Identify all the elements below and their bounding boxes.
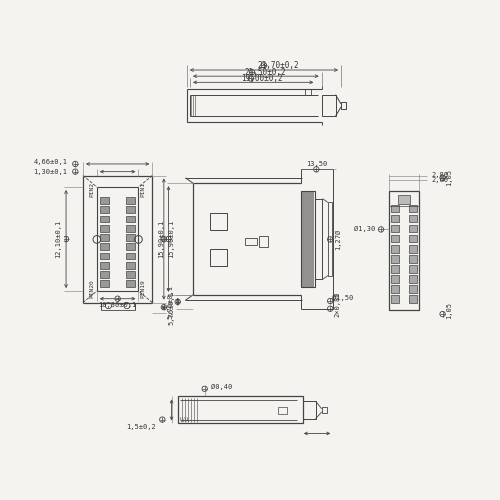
- Bar: [100, 197, 109, 204]
- Bar: [100, 280, 109, 287]
- Bar: [408, 225, 417, 232]
- Text: PIN20: PIN20: [90, 280, 94, 298]
- Bar: [126, 197, 136, 204]
- Bar: [388, 191, 420, 310]
- Bar: [178, 396, 303, 423]
- Bar: [126, 244, 136, 250]
- Bar: [210, 250, 227, 266]
- Text: 23,70±0,2: 23,70±0,2: [257, 61, 298, 70]
- Bar: [391, 255, 400, 262]
- Bar: [258, 236, 268, 247]
- Bar: [408, 235, 417, 242]
- Text: 13,50: 13,50: [306, 161, 327, 167]
- Bar: [408, 245, 417, 252]
- Bar: [408, 215, 417, 222]
- Text: 15,90±0,1: 15,90±0,1: [158, 220, 164, 258]
- Bar: [408, 295, 417, 302]
- Bar: [100, 206, 109, 213]
- Text: Ø0,40: Ø0,40: [211, 384, 232, 390]
- Bar: [391, 235, 400, 242]
- Bar: [391, 265, 400, 272]
- Text: 19,00±0,2: 19,00±0,2: [242, 74, 283, 83]
- Text: 21,50±0,2: 21,50±0,2: [244, 68, 286, 77]
- Text: 4,66±0,1: 4,66±0,1: [34, 160, 68, 166]
- Bar: [341, 102, 345, 108]
- Bar: [126, 280, 136, 287]
- Text: 1,05: 1,05: [446, 302, 452, 319]
- Bar: [391, 275, 400, 282]
- Text: 10,30±0,1: 10,30±0,1: [98, 302, 137, 308]
- Bar: [100, 271, 109, 278]
- Text: Ø1,30: Ø1,30: [354, 226, 375, 232]
- Bar: [408, 265, 417, 272]
- Text: 1,5±0,2: 1,5±0,2: [126, 424, 156, 430]
- Bar: [126, 271, 136, 278]
- Bar: [126, 216, 136, 222]
- Text: 15,90±0,1: 15,90±0,1: [168, 220, 174, 258]
- Text: PIN1: PIN1: [141, 182, 146, 197]
- Bar: [391, 285, 400, 292]
- Bar: [126, 252, 136, 260]
- Text: 1,27Ø: 1,27Ø: [335, 229, 341, 250]
- Bar: [391, 225, 400, 232]
- Bar: [210, 213, 227, 230]
- Bar: [315, 198, 322, 280]
- Bar: [301, 191, 315, 287]
- Bar: [303, 401, 316, 419]
- Bar: [126, 262, 136, 268]
- Bar: [100, 262, 109, 268]
- Bar: [408, 285, 417, 292]
- Bar: [100, 234, 109, 241]
- Bar: [391, 295, 400, 302]
- Bar: [398, 194, 410, 204]
- Text: 12,10±0,1: 12,10±0,1: [56, 220, 62, 258]
- Text: 5,76±0,1: 5,76±0,1: [167, 285, 173, 319]
- Text: PIN19: PIN19: [141, 280, 146, 298]
- Bar: [100, 216, 109, 222]
- Text: 2×0,80: 2×0,80: [335, 292, 341, 317]
- Text: PIN2: PIN2: [90, 182, 94, 197]
- Bar: [100, 244, 109, 250]
- Bar: [126, 206, 136, 213]
- Bar: [100, 252, 109, 260]
- Bar: [408, 275, 417, 282]
- Text: 1,05: 1,05: [446, 170, 452, 186]
- Bar: [391, 245, 400, 252]
- Bar: [408, 205, 417, 212]
- Text: 2,80: 2,80: [431, 172, 448, 178]
- Bar: [408, 255, 417, 262]
- Text: 5,76±0,1: 5,76±0,1: [168, 291, 174, 325]
- Text: Ø1,50: Ø1,50: [332, 295, 353, 301]
- Bar: [391, 215, 400, 222]
- Text: 2,60: 2,60: [431, 177, 448, 183]
- Bar: [391, 205, 400, 212]
- Bar: [126, 225, 136, 232]
- Bar: [305, 90, 311, 94]
- Bar: [322, 408, 327, 414]
- Bar: [322, 94, 336, 116]
- Text: 1,30±0,1: 1,30±0,1: [34, 168, 68, 174]
- Bar: [328, 202, 332, 276]
- Bar: [126, 234, 136, 241]
- Bar: [246, 238, 257, 245]
- Bar: [100, 225, 109, 232]
- Bar: [278, 406, 287, 414]
